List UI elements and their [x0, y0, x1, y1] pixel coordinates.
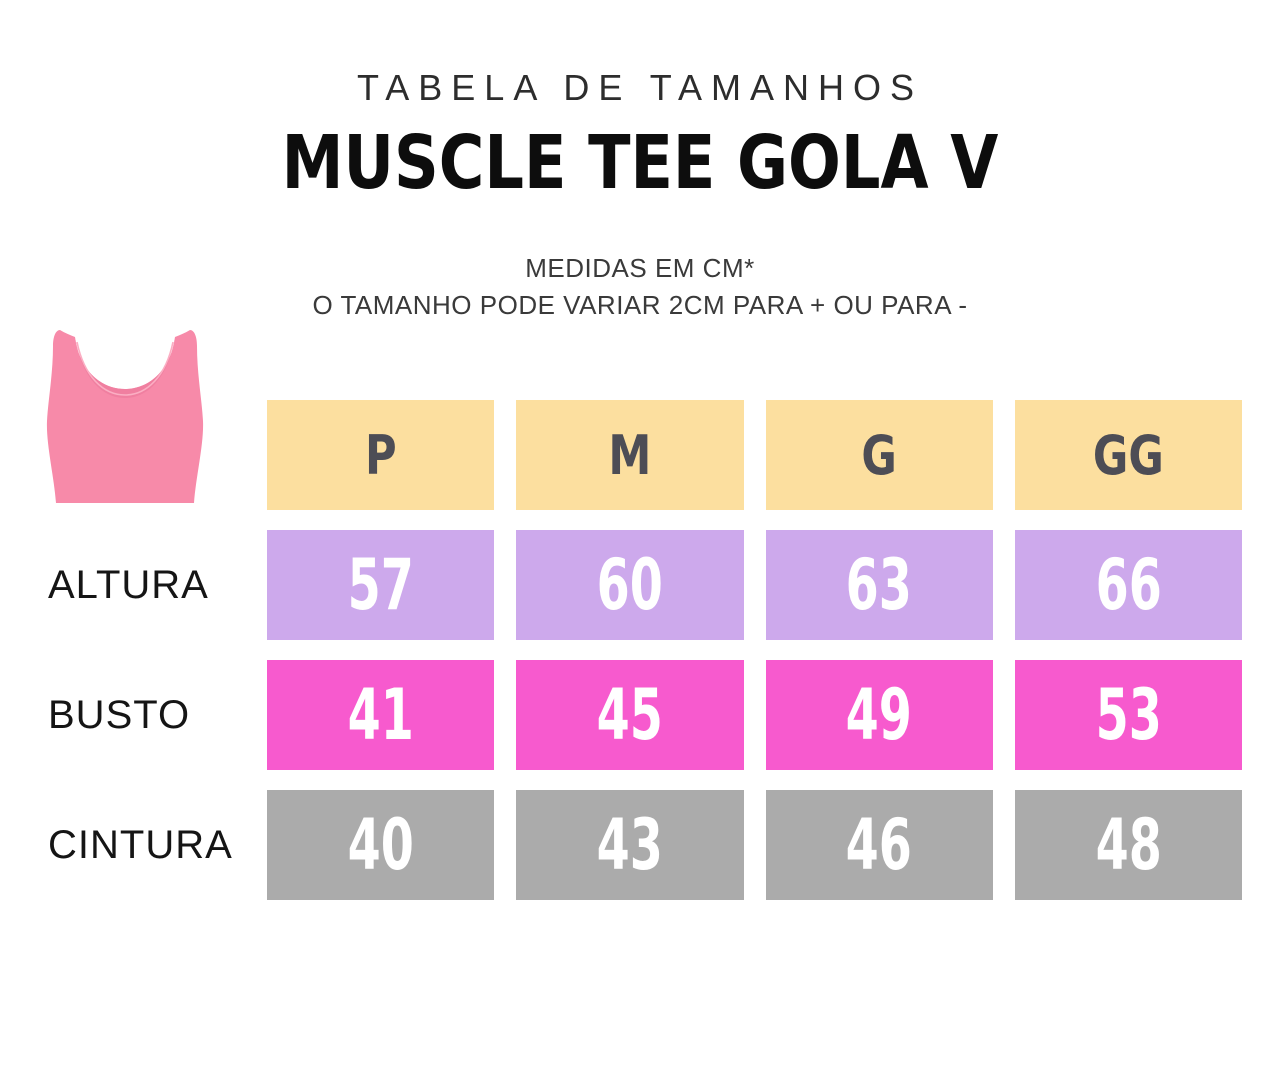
cintura-value-gg-text: 48	[1095, 804, 1162, 886]
tee-neck-trim	[76, 341, 174, 396]
altura-value-p: 57	[267, 530, 495, 640]
unit-note: MEDIDAS EM CM*	[525, 253, 755, 283]
busto-value-g-text: 49	[845, 674, 913, 756]
cintura-value-g-text: 46	[845, 804, 913, 886]
altura-value-m: 60	[516, 530, 744, 640]
measurement-notes: MEDIDAS EM CM* O TAMANHO PODE VARIAR 2CM…	[0, 250, 1280, 324]
busto-value-m-text: 45	[596, 674, 663, 756]
row-label-busto: BUSTO	[48, 692, 191, 737]
busto-value-p: 41	[267, 660, 495, 770]
cintura-value-p: 40	[267, 790, 495, 900]
size-header-p: P	[267, 400, 495, 510]
size-header-m-label: M	[608, 423, 652, 487]
size-header-g-label: G	[861, 423, 897, 487]
tee-body	[46, 330, 204, 503]
size-header-g: G	[765, 400, 993, 510]
size-header-gg-label: GG	[1092, 423, 1164, 487]
size-header-p-label: P	[364, 423, 397, 487]
busto-value-gg: 53	[1014, 660, 1242, 770]
row-label-altura: ALTURA	[48, 562, 209, 607]
size-header-gg: GG	[1014, 400, 1242, 510]
tolerance-note: O TAMANHO PODE VARIAR 2CM PARA + OU PARA…	[312, 290, 968, 320]
altura-value-p-text: 57	[347, 544, 414, 626]
cintura-value-p-text: 40	[347, 804, 414, 886]
busto-value-p-text: 41	[347, 674, 414, 756]
eyebrow-title: TABELA DE TAMANHOS	[356, 67, 924, 108]
size-table: P M G GG 57 60 63 66 41 45 49 53 40 43 4…	[267, 400, 1242, 900]
cintura-value-m: 43	[516, 790, 744, 900]
altura-value-m-text: 60	[596, 544, 663, 626]
altura-value-g-text: 63	[845, 544, 913, 626]
page-title: MUSCLE TEE GOLA V	[281, 120, 999, 206]
busto-value-g: 49	[765, 660, 993, 770]
altura-value-g: 63	[765, 530, 993, 640]
tank-top-illustration	[46, 330, 204, 503]
busto-value-gg-text: 53	[1095, 674, 1162, 756]
cintura-value-m-text: 43	[596, 804, 663, 886]
altura-value-gg-text: 66	[1095, 544, 1162, 626]
altura-value-gg: 66	[1014, 530, 1242, 640]
row-label-cintura: CINTURA	[48, 822, 233, 867]
tee-neck-shadow	[75, 337, 175, 398]
busto-value-m: 45	[516, 660, 744, 770]
cintura-value-g: 46	[765, 790, 993, 900]
cintura-value-gg: 48	[1014, 790, 1242, 900]
size-header-m: M	[516, 400, 744, 510]
